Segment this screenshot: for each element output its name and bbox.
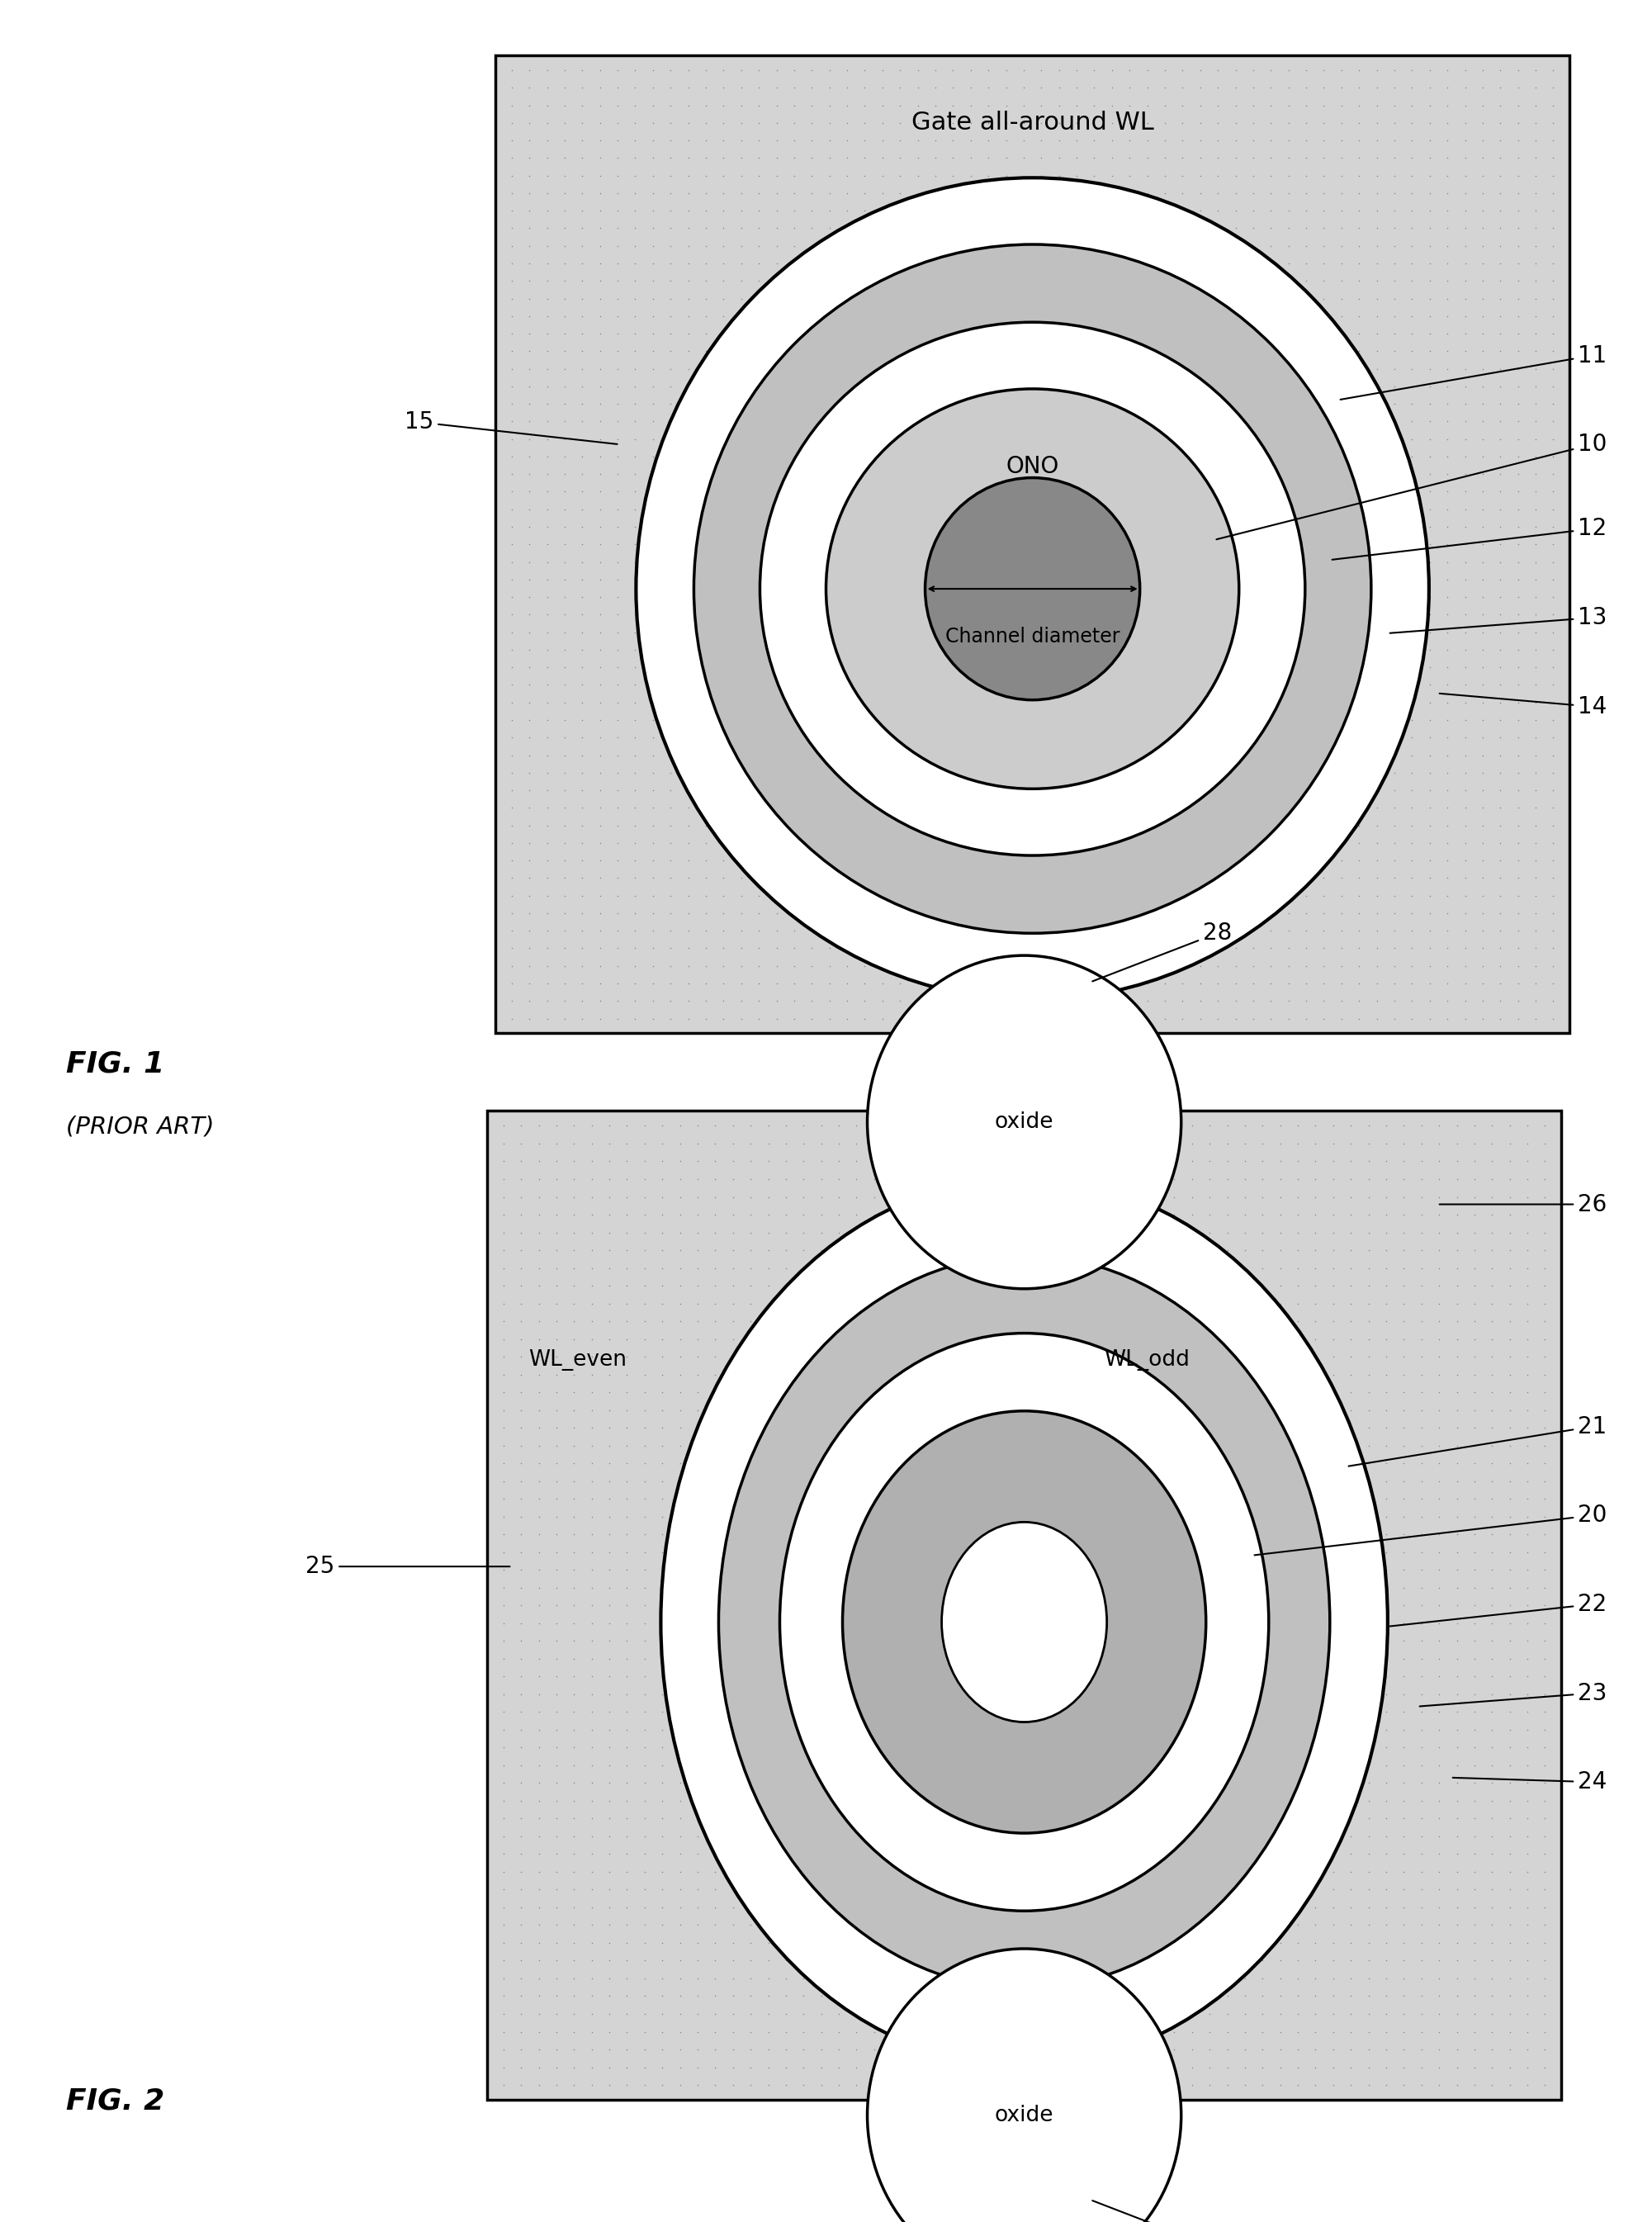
Text: 26: 26 xyxy=(1439,1193,1607,1215)
Text: 24: 24 xyxy=(1452,1771,1607,1793)
Text: ONO: ONO xyxy=(1006,456,1059,478)
Ellipse shape xyxy=(719,1255,1330,1989)
Ellipse shape xyxy=(780,1333,1269,1911)
Text: WL_even: WL_even xyxy=(529,1349,626,1371)
Text: oxide: oxide xyxy=(995,1111,1054,1133)
Text: 10: 10 xyxy=(1216,433,1607,540)
Bar xyxy=(496,56,1569,1033)
Text: 20: 20 xyxy=(1254,1504,1607,1555)
Text: 22: 22 xyxy=(1389,1593,1607,1627)
Text: 25: 25 xyxy=(306,1555,510,1578)
Text: 12: 12 xyxy=(1332,518,1607,560)
Ellipse shape xyxy=(694,244,1371,933)
Ellipse shape xyxy=(826,389,1239,789)
Ellipse shape xyxy=(867,1949,1181,2222)
Ellipse shape xyxy=(867,955,1181,1289)
Ellipse shape xyxy=(925,478,1140,700)
Ellipse shape xyxy=(760,322,1305,855)
Ellipse shape xyxy=(636,178,1429,1000)
Text: 28: 28 xyxy=(1092,922,1232,982)
Text: 29: 29 xyxy=(1092,2200,1232,2222)
Text: 14: 14 xyxy=(1439,693,1607,718)
Ellipse shape xyxy=(942,1522,1107,1722)
Text: FIG. 1: FIG. 1 xyxy=(66,1049,165,1078)
Bar xyxy=(487,1111,1561,2100)
Text: 11: 11 xyxy=(1340,344,1607,400)
Text: Channel diameter: Channel diameter xyxy=(945,627,1120,647)
Text: 13: 13 xyxy=(1389,607,1607,633)
Text: (PRIOR ART): (PRIOR ART) xyxy=(66,1115,215,1138)
Text: WL_odd: WL_odd xyxy=(1104,1349,1189,1371)
Text: oxide: oxide xyxy=(995,2104,1054,2126)
Text: 21: 21 xyxy=(1348,1415,1607,1467)
Ellipse shape xyxy=(843,1411,1206,1833)
Ellipse shape xyxy=(661,1178,1388,2066)
Text: Gate all-around WL: Gate all-around WL xyxy=(912,111,1153,133)
Text: FIG. 2: FIG. 2 xyxy=(66,2086,165,2115)
Text: 23: 23 xyxy=(1419,1682,1607,1706)
Text: 15: 15 xyxy=(405,411,618,444)
